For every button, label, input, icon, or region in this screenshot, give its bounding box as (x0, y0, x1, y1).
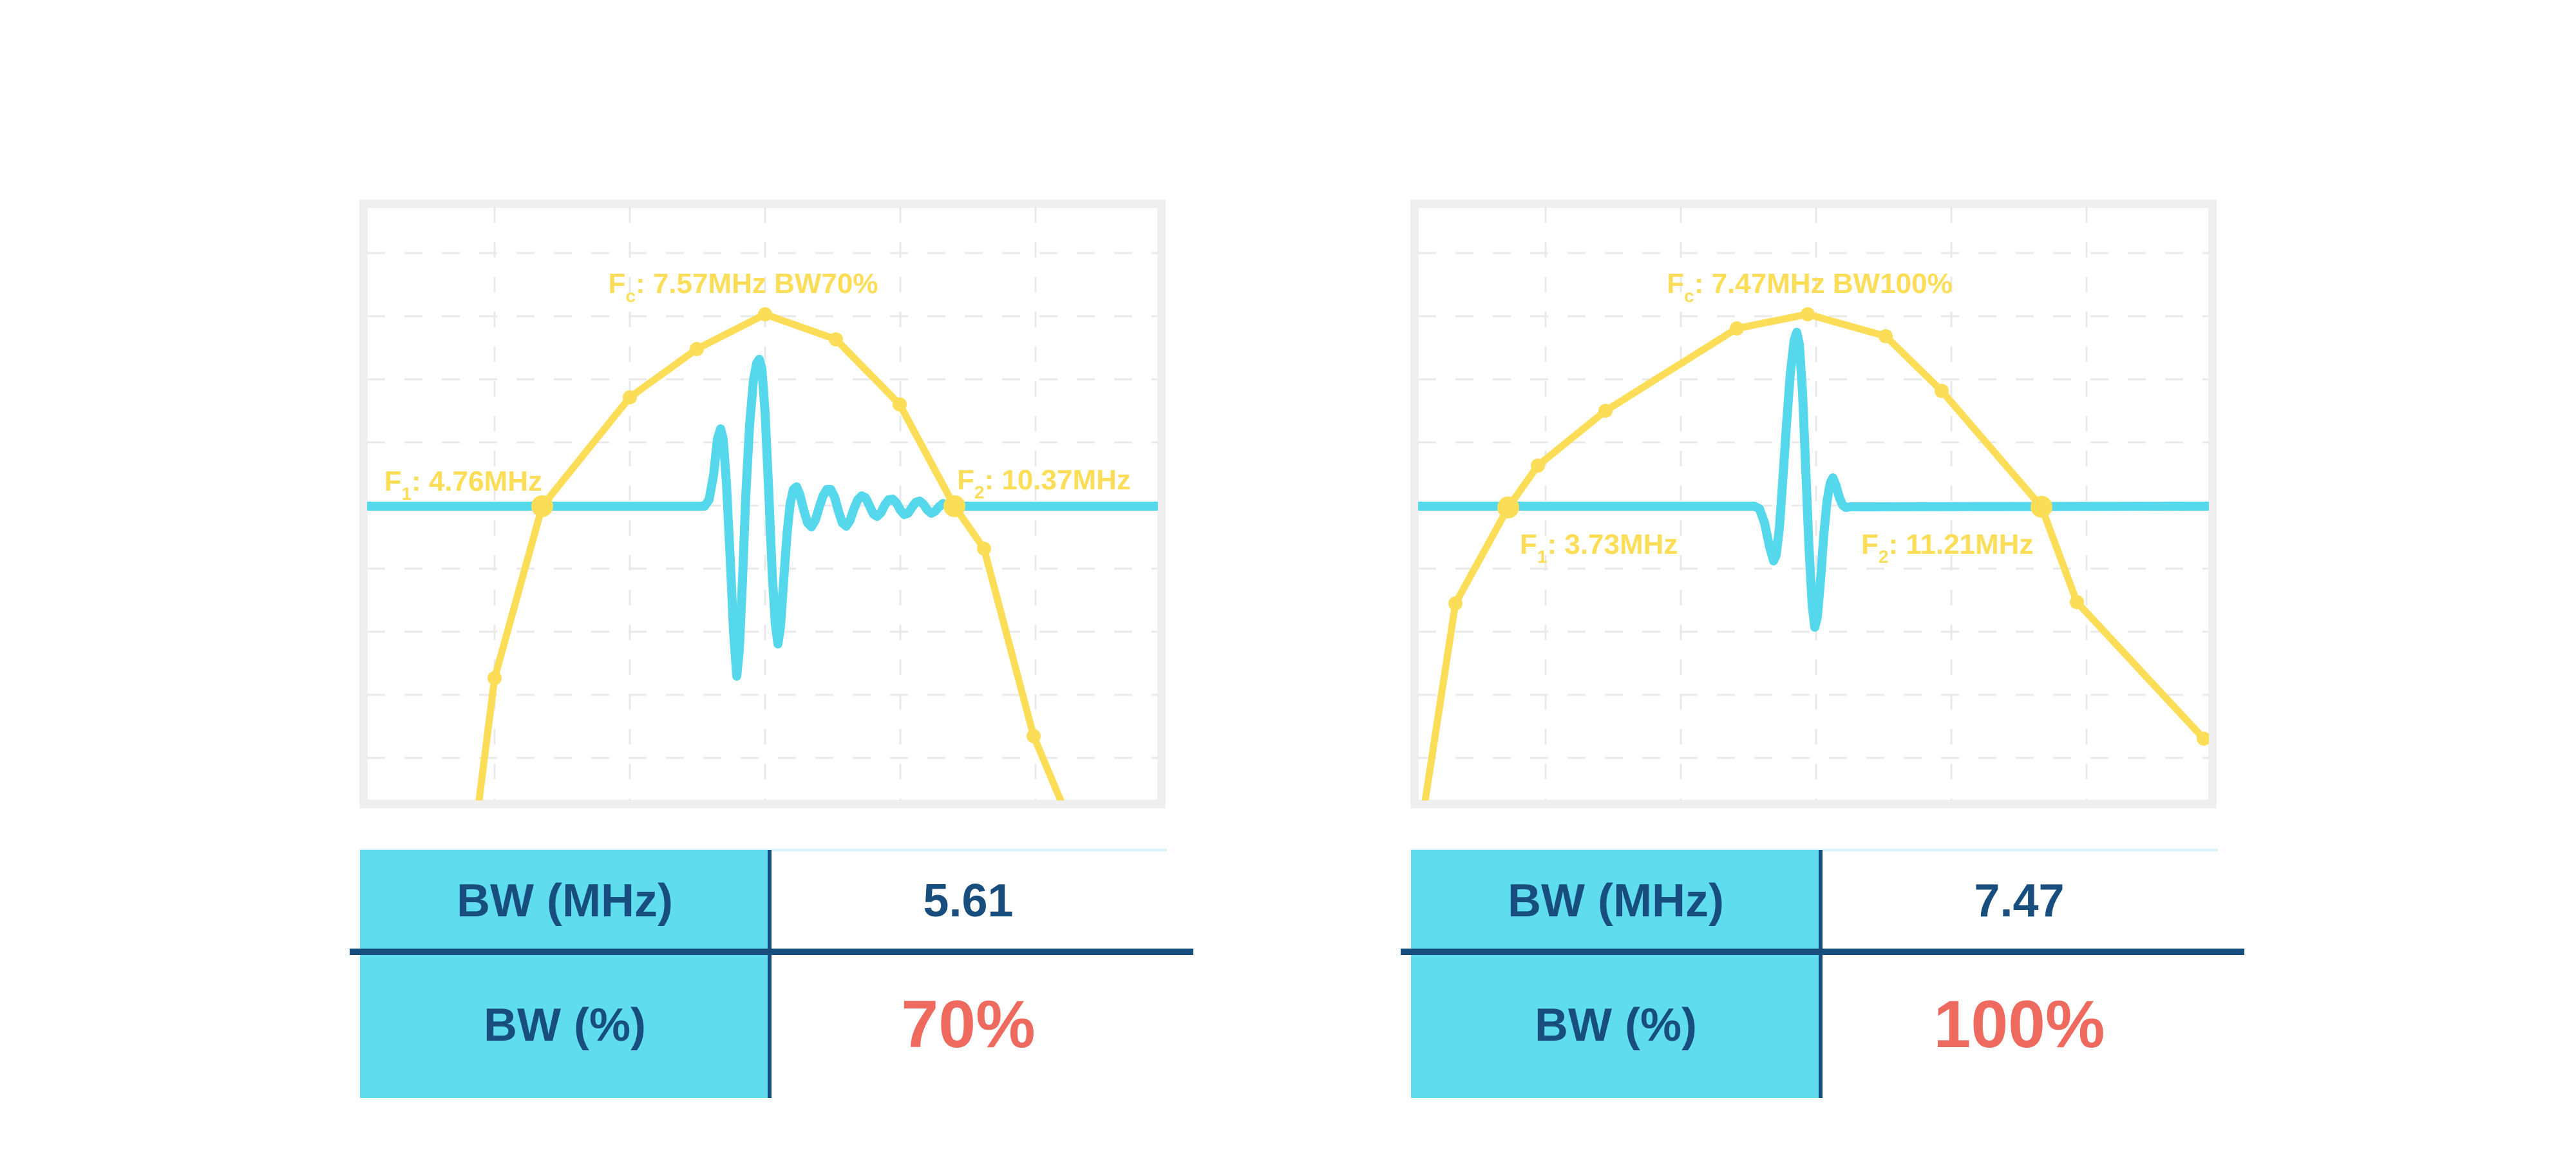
data-point-marker (1027, 729, 1041, 743)
table-row: BW (MHz) 7.47 (1411, 850, 2218, 952)
table-row: BW (%) 100% (1411, 952, 2218, 1098)
f1-label: F1: 3.73MHz (1520, 529, 1678, 567)
data-point-marker (829, 332, 843, 346)
f2-label: F2: 11.21MHz (1861, 529, 2033, 567)
chart-svg: Fc: 7.57MHz BW70% F1: 4.76MHz F2: 10.37MHz (359, 200, 1166, 808)
table-row: BW (MHz) 5.61 (360, 850, 1167, 952)
f1-label: F1: 4.76MHz (384, 466, 542, 504)
bw-mhz-value: 5.61 (923, 875, 1014, 927)
spectrum-markers (488, 307, 1041, 743)
data-point-marker (623, 390, 637, 404)
data-point-marker (488, 671, 502, 685)
plot-border (1410, 200, 2217, 808)
chart-svg: Fc: 7.47MHz BW100% F1: 3.73MHz F2: 11.21MH… (1410, 200, 2217, 808)
bw-percent-label: BW (%) (360, 952, 770, 1098)
table-row-separator (350, 949, 1193, 955)
data-point-marker (1879, 329, 1893, 343)
chart-broadband-100: Fc: 7.47MHz BW100% F1: 3.73MHz F2: 11.21MH… (1410, 200, 2217, 808)
data-point-marker (2197, 732, 2209, 746)
chart-narrowband-70: Fc: 7.57MHz BW70% F1: 4.76MHz F2: 10.37MHz (359, 200, 1166, 808)
fc-label: Fc: 7.57MHz BW70% (608, 268, 878, 306)
data-point-marker (1598, 404, 1613, 418)
data-point-marker (1730, 321, 1744, 336)
grid-lines (1418, 207, 2209, 800)
data-point-marker (977, 542, 991, 556)
plot-border (359, 200, 1166, 808)
table-column-divider (1819, 850, 1823, 1098)
bw-percent-value: 100% (1933, 987, 2105, 1062)
pulse-echo-signal (1418, 328, 2209, 632)
f2-label: F2: 10.37MHz (957, 464, 1131, 502)
cutoff-point-marker (943, 495, 965, 517)
data-point-marker (1448, 596, 1463, 610)
pulse-echo-signal (367, 355, 1158, 681)
bw-percent-value: 70% (901, 987, 1036, 1062)
excitation-spectrum (475, 310, 1065, 800)
data-point-marker (1801, 307, 1815, 321)
bandwidth-table-left: BW (MHz) 5.61 BW (%) 70% (350, 849, 1193, 1098)
data-point-marker (690, 342, 704, 356)
bw-mhz-label: BW (MHz) (1411, 850, 1821, 952)
data-point-marker (893, 397, 907, 411)
cutoff-point-marker (1497, 497, 1519, 518)
fc-label: Fc: 7.47MHz BW100% (1667, 268, 1952, 306)
data-point-marker (1531, 459, 1545, 473)
bw-mhz-value: 7.47 (1974, 875, 2065, 927)
bandwidth-table-right: BW (MHz) 7.47 BW (%) 100% (1401, 849, 2244, 1098)
bw-percent-label: BW (%) (1411, 952, 1821, 1098)
table-column-divider (768, 850, 772, 1098)
spectrum-markers (1448, 307, 2209, 746)
table-row: BW (%) 70% (360, 952, 1167, 1098)
excitation-spectrum (1421, 310, 2208, 800)
bw-mhz-label: BW (MHz) (360, 850, 770, 952)
cutoff-point-marker (2031, 496, 2052, 518)
cutoff-point-marker (531, 495, 553, 517)
data-point-marker (758, 307, 772, 321)
data-point-marker (2070, 595, 2084, 609)
table-row-separator (1401, 949, 2244, 955)
data-point-marker (1935, 384, 1949, 398)
